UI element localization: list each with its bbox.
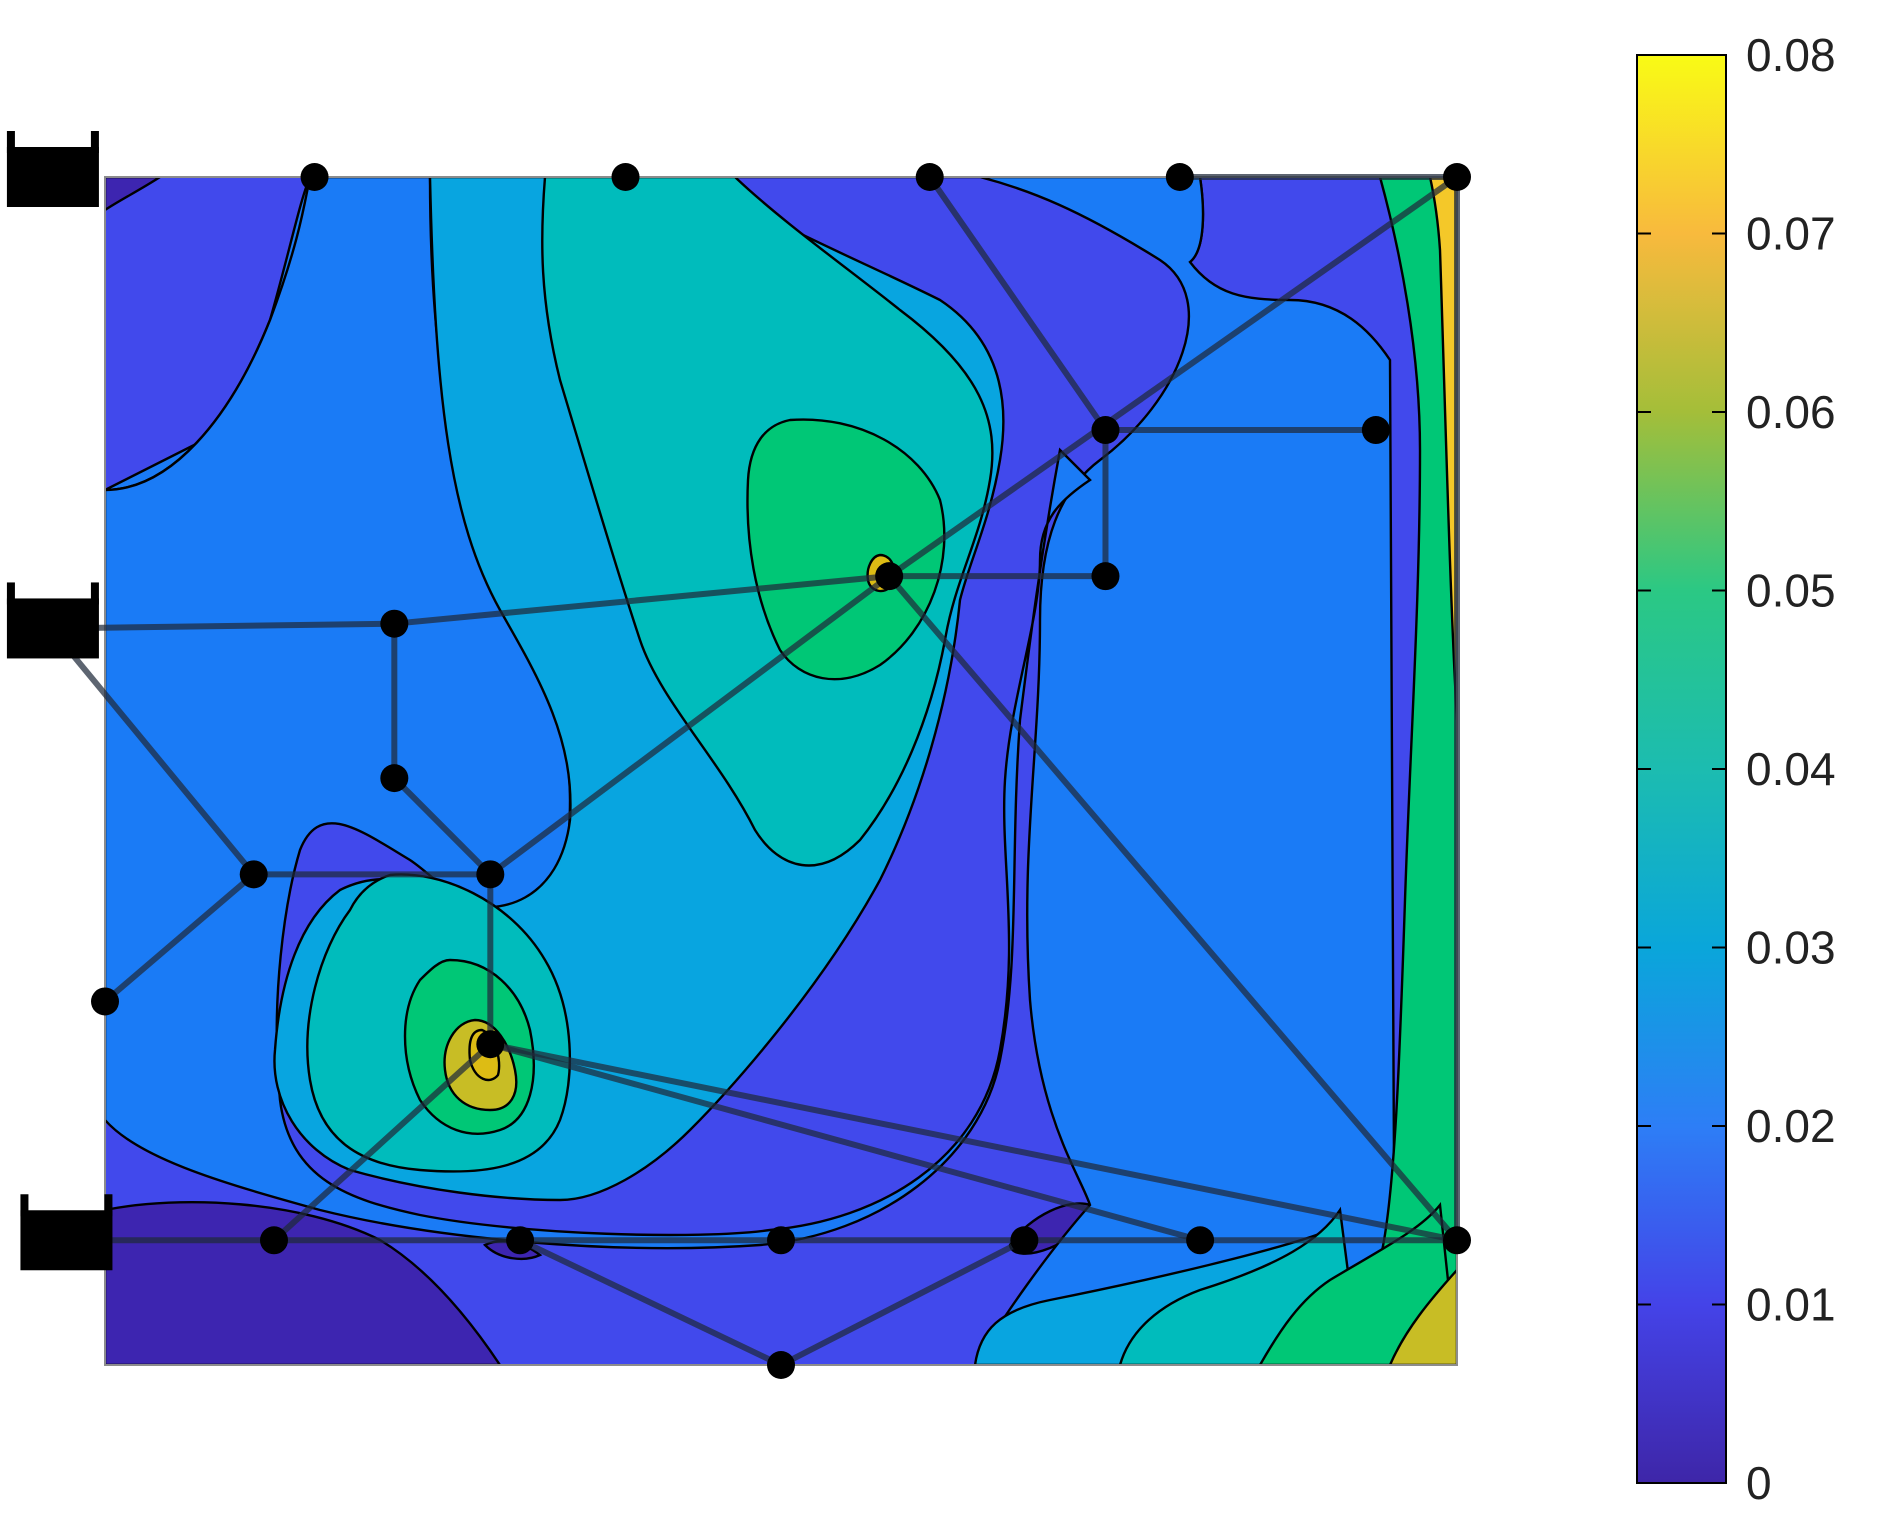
support-block-post-right-2 bbox=[104, 1194, 113, 1217]
colorbar-tick-label-2: 0.02 bbox=[1746, 1100, 1836, 1152]
support-block-body-2 bbox=[20, 1210, 113, 1271]
truss-supports bbox=[6, 131, 113, 1271]
support-block-post-right-0 bbox=[90, 131, 99, 153]
truss-node-5 bbox=[1091, 416, 1120, 445]
truss-node-9 bbox=[380, 609, 409, 638]
truss-node-10 bbox=[380, 764, 409, 793]
support-block-1 bbox=[6, 582, 99, 659]
truss-member-0 bbox=[50, 620, 395, 632]
support-block-body-1 bbox=[6, 598, 99, 659]
truss-member-20 bbox=[489, 1041, 1201, 1244]
truss-member-19 bbox=[489, 1041, 1458, 1244]
support-block-post-left-2 bbox=[20, 1194, 29, 1217]
truss-member-9 bbox=[488, 573, 891, 877]
colorbar-tick-label-8: 0.08 bbox=[1746, 29, 1836, 81]
truss-node-12 bbox=[476, 860, 505, 889]
truss-members bbox=[48, 174, 1460, 1368]
truss-node-20 bbox=[1443, 1226, 1471, 1255]
contour-band-5-bottom-right bbox=[1258, 1201, 1457, 1365]
contour-band-5 bbox=[746, 418, 946, 681]
truss-member-21 bbox=[518, 1237, 783, 1368]
truss-node-3 bbox=[1165, 163, 1194, 191]
truss-node-2 bbox=[915, 163, 944, 191]
truss-member-4 bbox=[392, 776, 493, 877]
colorbar-ticks: 0 0.01 0.02 0.03 0.04 0.05 0.06 0.07 0.08 bbox=[1637, 29, 1836, 1509]
support-block-post-right-1 bbox=[90, 582, 99, 605]
truss-node-6 bbox=[1361, 416, 1390, 445]
truss-member-10 bbox=[887, 174, 1459, 579]
truss-member-5 bbox=[48, 626, 257, 877]
truss-node-15 bbox=[260, 1226, 288, 1255]
truss-node-0 bbox=[300, 163, 329, 191]
support-block-body-0 bbox=[6, 147, 99, 207]
contour-field bbox=[105, 177, 1457, 1365]
truss-node-19 bbox=[1186, 1226, 1215, 1255]
colorbar-tick-label-0: 0 bbox=[1746, 1457, 1772, 1509]
support-block-post-left-1 bbox=[6, 582, 15, 605]
colorbar-tick-label-5: 0.05 bbox=[1746, 565, 1836, 617]
truss-node-21 bbox=[767, 1351, 795, 1379]
truss-nodes bbox=[91, 163, 1471, 1379]
colorbar-tick-label-6: 0.06 bbox=[1746, 386, 1836, 438]
truss-node-17 bbox=[767, 1226, 795, 1255]
support-block-2 bbox=[20, 1194, 113, 1271]
truss-member-12 bbox=[927, 175, 1108, 432]
colorbar-tick-label-7: 0.07 bbox=[1746, 208, 1836, 260]
truss-member-18 bbox=[271, 1042, 493, 1243]
colorbar: 0 0.01 0.02 0.03 0.04 0.05 0.06 0.07 0.08 bbox=[1636, 29, 1836, 1509]
truss-member-11 bbox=[886, 574, 1460, 1243]
truss-member-7 bbox=[103, 872, 256, 1004]
truss-node-18 bbox=[1010, 1226, 1039, 1255]
truss-member-1 bbox=[394, 573, 890, 627]
truss-node-8 bbox=[1091, 562, 1120, 591]
colorbar-tick-label-3: 0.03 bbox=[1746, 922, 1836, 974]
truss-node-11 bbox=[239, 860, 268, 889]
colorbar-tick-label-4: 0.04 bbox=[1746, 743, 1836, 795]
truss-node-16 bbox=[506, 1226, 535, 1255]
support-block-post-left-0 bbox=[6, 131, 15, 153]
colorbar-gradient bbox=[1636, 54, 1727, 1484]
colorbar-tick-label-1: 0.01 bbox=[1746, 1279, 1836, 1331]
truss-node-7 bbox=[875, 562, 904, 591]
truss-member-22 bbox=[779, 1237, 1026, 1368]
truss-node-14 bbox=[476, 1030, 505, 1059]
support-block-0 bbox=[6, 131, 99, 207]
truss-node-1 bbox=[611, 163, 640, 191]
truss-node-4 bbox=[1443, 163, 1471, 191]
truss-node-13 bbox=[91, 987, 119, 1016]
